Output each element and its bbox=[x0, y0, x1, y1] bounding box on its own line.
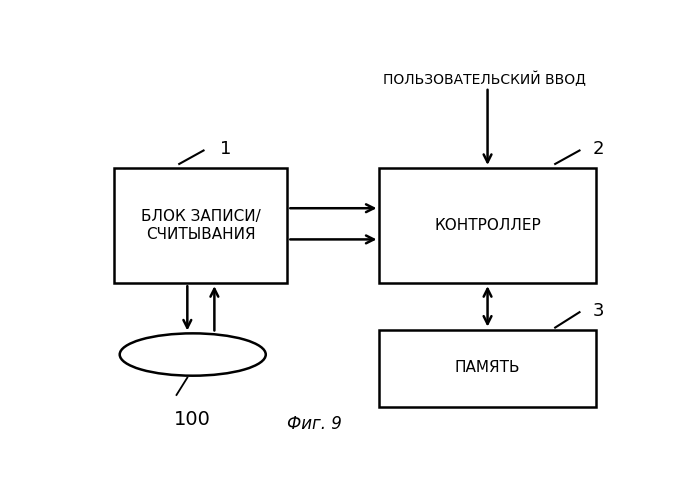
Text: Фиг. 9: Фиг. 9 bbox=[287, 416, 342, 434]
Bar bbox=[380, 330, 596, 406]
Text: ПОЛЬЗОВАТЕЛЬСКИЙ ВВОД: ПОЛЬЗОВАТЕЛЬСКИЙ ВВОД bbox=[383, 72, 586, 87]
Text: ПАМЯТЬ: ПАМЯТЬ bbox=[455, 360, 520, 376]
Ellipse shape bbox=[120, 334, 266, 376]
Text: 2: 2 bbox=[593, 140, 604, 158]
Bar bbox=[380, 168, 596, 283]
Text: 3: 3 bbox=[593, 302, 604, 320]
Bar bbox=[114, 168, 288, 283]
Text: КОНТРОЛЛЕР: КОНТРОЛЛЕР bbox=[434, 218, 541, 233]
Text: БЛОК ЗАПИСИ/
СЧИТЫВАНИЯ: БЛОК ЗАПИСИ/ СЧИТЫВАНИЯ bbox=[141, 210, 261, 242]
Text: 100: 100 bbox=[174, 410, 211, 430]
Text: 1: 1 bbox=[220, 140, 231, 158]
